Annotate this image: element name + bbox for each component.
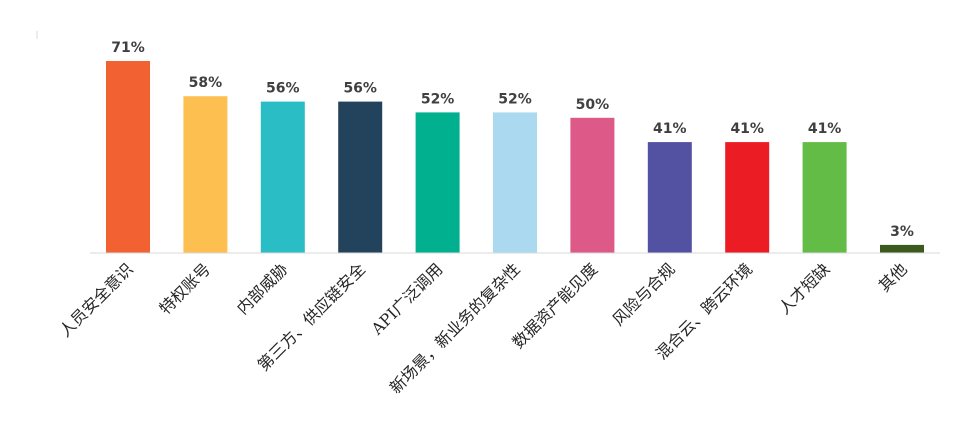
data-label: 58%: [189, 75, 223, 91]
category-tick-label: 人才短缺: [775, 259, 834, 318]
bar: [415, 112, 460, 254]
bar: [260, 101, 305, 253]
data-label: 52%: [421, 91, 455, 107]
bar: [725, 142, 770, 253]
category-tick-label: 内部威胁: [233, 259, 292, 318]
data-label: 3%: [890, 224, 914, 240]
bar: [493, 112, 537, 254]
data-label: 56%: [343, 81, 377, 97]
data-label: 41%: [730, 121, 764, 137]
bar: [106, 61, 150, 253]
data-label: 71%: [111, 40, 145, 56]
data-label: 41%: [808, 121, 842, 137]
category-tick-label: 人员安全意识: [56, 259, 137, 340]
bar: [338, 101, 383, 253]
category-tick-label: 新场景，新业务的复杂性: [386, 259, 524, 397]
data-label: 41%: [653, 121, 687, 137]
bar: [183, 96, 228, 253]
category-tick-label: API广泛调用: [367, 259, 447, 339]
category-tick-label: 其他: [875, 259, 911, 295]
bar: [802, 142, 847, 253]
data-label: 56%: [266, 81, 300, 97]
data-label: 52%: [498, 91, 532, 107]
chart-marks: 71%人员安全意识58%特权账号56%内部威胁56%第三方、供应链安全52%AP…: [56, 40, 924, 397]
category-tick-label: 特权账号: [156, 259, 215, 318]
category-tick-label: 风险与合规: [609, 259, 679, 329]
data-label: 50%: [576, 97, 610, 113]
bar: [570, 117, 615, 253]
bar: [880, 244, 924, 253]
bar: [647, 142, 692, 253]
